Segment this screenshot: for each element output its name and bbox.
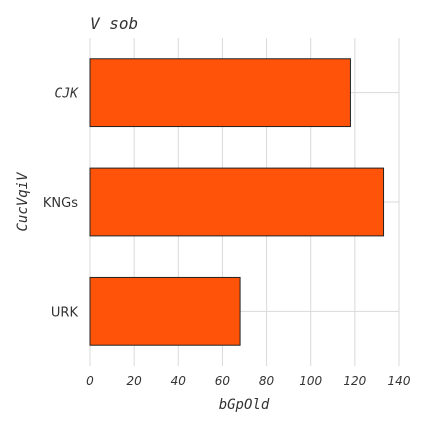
- y-tick-label: URK: [51, 305, 79, 320]
- x-tick-label: 80: [259, 374, 275, 388]
- x-tick-label: 60: [215, 374, 231, 388]
- x-axis-ticks: 0 20 40 60 80 100 120 140: [86, 374, 411, 388]
- x-tick-label: 20: [127, 374, 143, 388]
- x-axis-label: bGpOld: [219, 397, 270, 413]
- x-tick-label: 100: [299, 374, 322, 388]
- x-tick-label: 0: [86, 374, 94, 388]
- x-tick-label: 140: [388, 374, 411, 388]
- y-axis-label: CucVqiV: [15, 171, 31, 232]
- y-tick-label: KNGs: [43, 196, 78, 211]
- x-tick-label: 120: [343, 374, 366, 388]
- bars: [89, 58, 385, 346]
- bar-kngs: [89, 167, 385, 237]
- bar-urk: [89, 276, 241, 346]
- y-axis-ticks: CJK KNGs URK: [43, 87, 79, 321]
- y-tick-label: CJK: [55, 87, 80, 102]
- bar-cjk: [89, 58, 351, 128]
- chart-title: V sob: [90, 14, 138, 33]
- x-tick-label: 40: [171, 374, 187, 388]
